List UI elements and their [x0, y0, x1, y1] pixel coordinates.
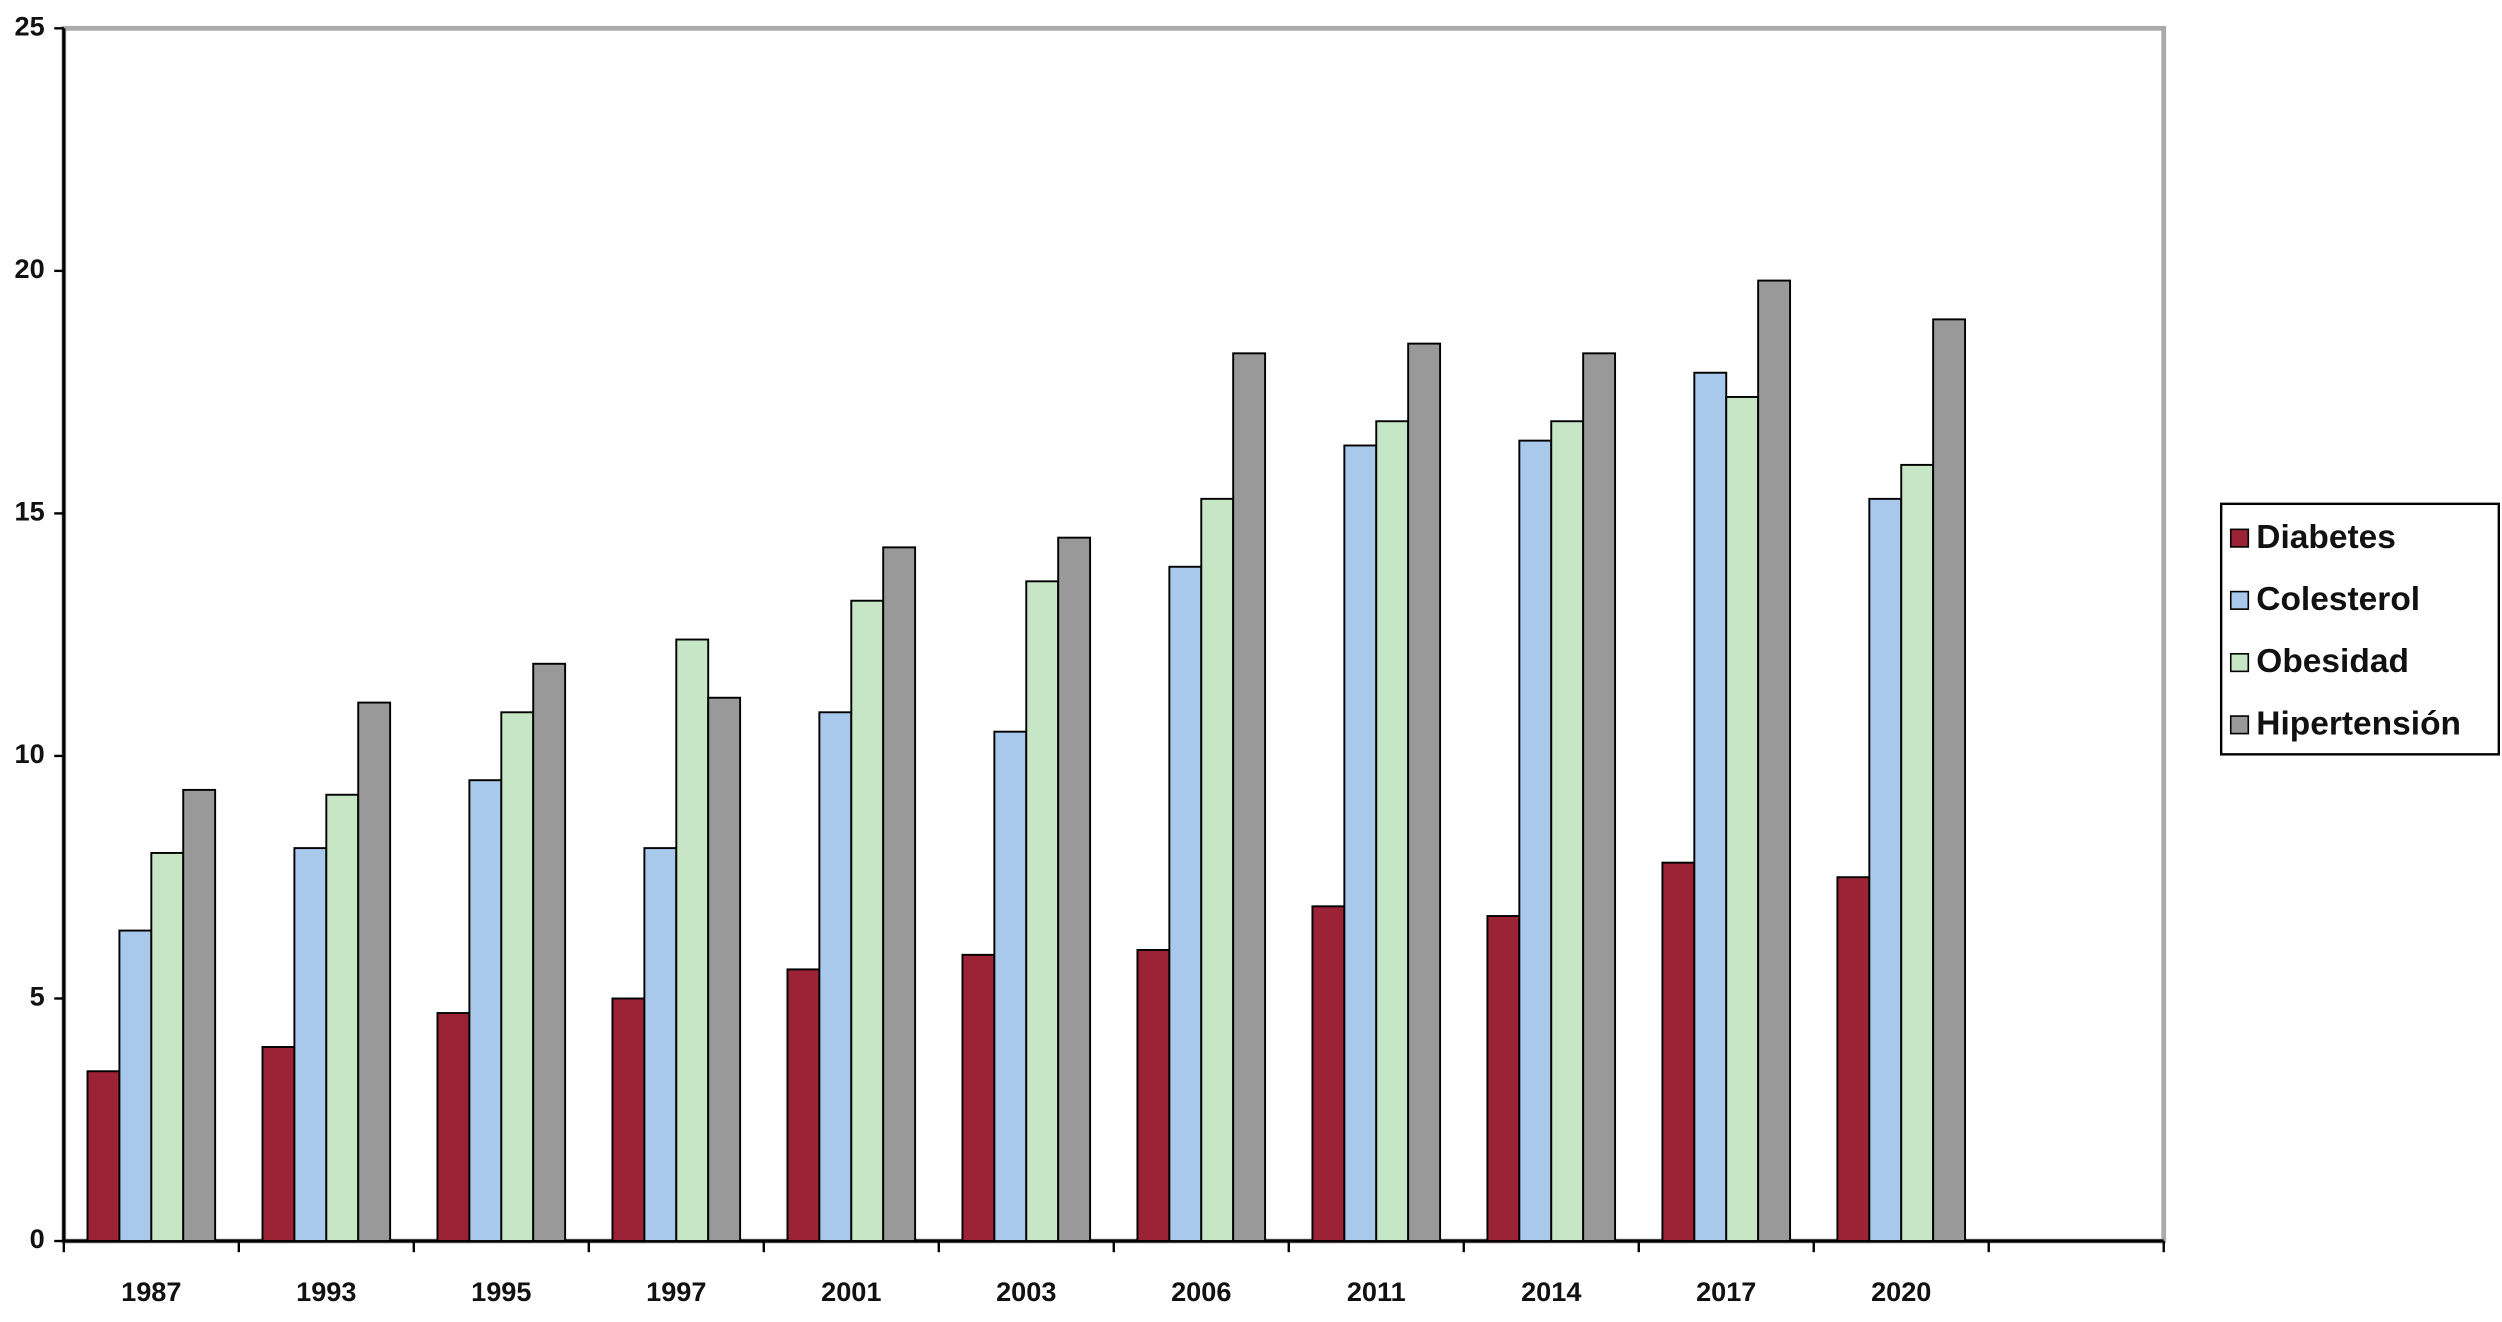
bar	[500, 711, 535, 1242]
bar	[436, 1012, 471, 1242]
bar	[1200, 497, 1235, 1242]
bar	[1932, 318, 1967, 1242]
x-tick-label: 2001	[821, 1276, 881, 1307]
x-tick-label: 2017	[1696, 1276, 1756, 1307]
bar	[532, 662, 567, 1242]
bar	[818, 711, 853, 1242]
x-tick-label: 2020	[1871, 1276, 1931, 1307]
legend-swatch	[2229, 715, 2250, 735]
x-tick-label: 1995	[471, 1276, 531, 1307]
bar	[1168, 565, 1203, 1242]
bar	[1757, 279, 1792, 1242]
bar	[1232, 352, 1267, 1242]
y-tick-label: 25	[15, 10, 45, 41]
bar	[1661, 861, 1696, 1242]
bar	[1550, 420, 1585, 1242]
x-tick-label: 2003	[996, 1276, 1056, 1307]
bar	[182, 788, 217, 1242]
bar	[1725, 396, 1760, 1242]
bar	[1836, 876, 1871, 1242]
bar	[1407, 342, 1442, 1242]
y-tick-label: 10	[15, 738, 45, 769]
bar	[1311, 905, 1346, 1242]
bar	[118, 929, 153, 1242]
bar	[850, 599, 885, 1242]
y-tick-label: 15	[15, 496, 45, 527]
bar	[1693, 371, 1728, 1242]
bar	[293, 847, 328, 1242]
bar	[786, 968, 821, 1242]
legend-label: Colesterol	[2256, 581, 2420, 618]
bar	[150, 852, 185, 1242]
y-tick-label: 20	[15, 253, 45, 284]
x-tick-label: 1997	[646, 1276, 706, 1307]
legend-swatch	[2229, 653, 2250, 673]
bar	[1900, 463, 1935, 1242]
bar	[643, 847, 678, 1242]
bar	[675, 638, 710, 1242]
bar	[882, 546, 917, 1242]
y-tick-label: 0	[30, 1223, 45, 1254]
bar	[357, 701, 392, 1242]
bar	[1057, 536, 1092, 1242]
x-tick-label: 2011	[1347, 1276, 1406, 1307]
bar	[1025, 580, 1060, 1242]
bar	[993, 730, 1028, 1242]
legend	[2219, 502, 2501, 756]
plot-area	[61, 25, 2167, 1244]
x-tick-label: 2006	[1171, 1276, 1231, 1307]
bar	[86, 1070, 121, 1242]
bar	[1343, 444, 1378, 1242]
bar	[961, 953, 996, 1242]
x-tick-label: 2014	[1521, 1276, 1581, 1307]
bar	[1518, 439, 1553, 1242]
x-tick-label: 1987	[121, 1276, 181, 1307]
legend-label: Diabetes	[2256, 519, 2396, 556]
bar	[325, 793, 360, 1242]
bar	[261, 1046, 296, 1242]
bar	[1868, 497, 1903, 1242]
bar	[1486, 915, 1521, 1242]
y-tick-label: 5	[30, 981, 45, 1012]
legend-swatch	[2229, 590, 2250, 610]
bar	[611, 997, 646, 1242]
bar	[1582, 352, 1617, 1242]
bar	[468, 779, 503, 1242]
bar	[1375, 420, 1410, 1242]
legend-swatch	[2229, 528, 2250, 548]
legend-label: Hipertensión	[2256, 705, 2461, 742]
bar	[707, 696, 742, 1242]
x-tick-label: 1993	[296, 1276, 356, 1307]
legend-label: Obesidad	[2256, 643, 2409, 680]
bar	[1136, 949, 1171, 1242]
